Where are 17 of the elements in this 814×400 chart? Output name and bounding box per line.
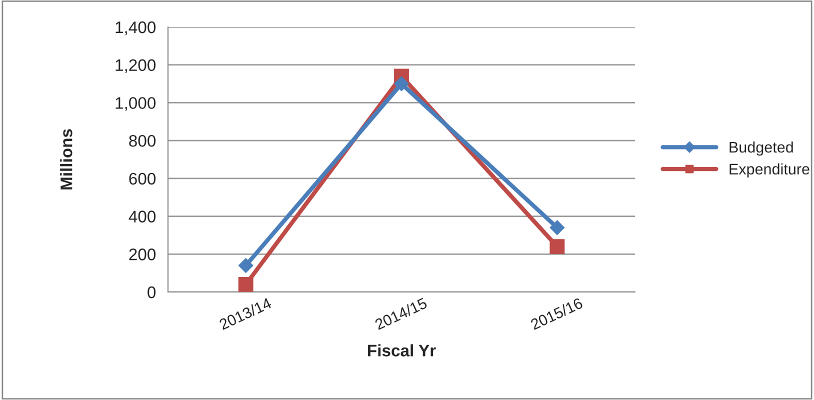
y-tick-label: 600 [129, 172, 156, 185]
legend-label: Budgeted [730, 141, 793, 156]
point [238, 258, 254, 273]
x-axis-title: Fiscal Yr [368, 344, 436, 356]
point [550, 239, 565, 254]
point [238, 276, 254, 292]
y-tick-label: 1,000 [116, 97, 156, 111]
y-tick-label: 1,200 [116, 59, 156, 74]
point [394, 76, 409, 92]
legend-label: Expenditure [730, 163, 810, 178]
point [550, 220, 565, 236]
y-tick-label: 400 [128, 210, 156, 222]
y-tick-label: 1,400 [116, 21, 156, 36]
y-tick-label: 200 [129, 248, 156, 260]
y-tick-label: 800 [129, 134, 156, 147]
y-tick-label: 0 [148, 286, 156, 298]
y-axis-title: Millions [60, 129, 72, 190]
